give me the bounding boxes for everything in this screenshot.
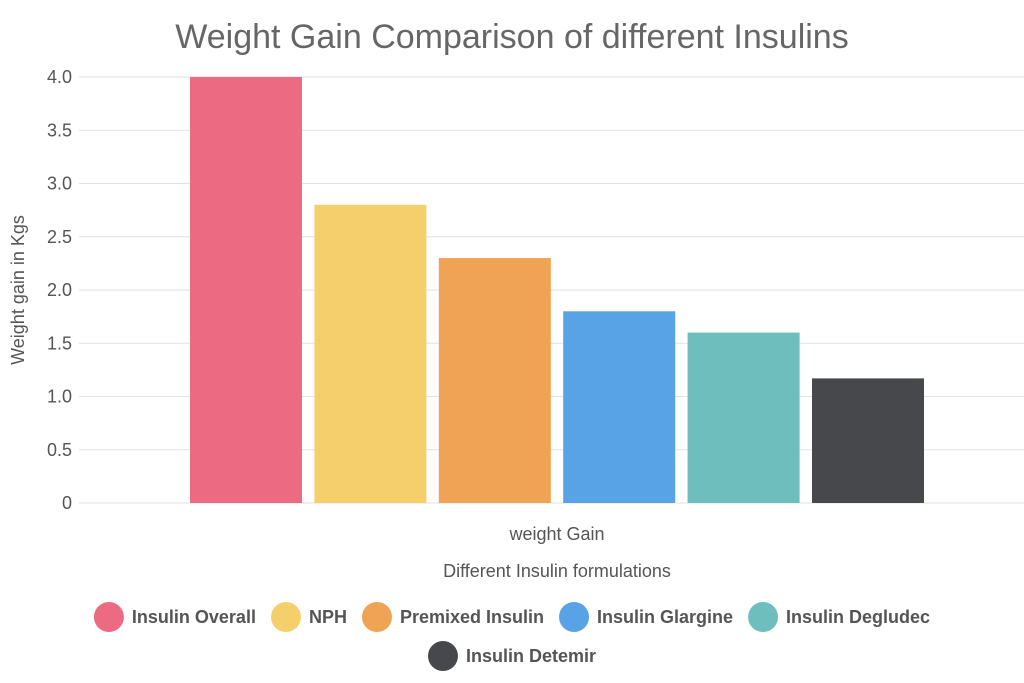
y-tick-label: 1.0 (47, 387, 72, 407)
legend-swatch (270, 602, 301, 632)
legend-label: Insulin Overall (132, 607, 256, 627)
y-axis-title: Weight gain in Kgs (8, 215, 28, 365)
legend-swatch (559, 602, 590, 632)
legend-label: NPH (309, 607, 347, 627)
legend-label: Insulin Glargine (597, 607, 733, 627)
legend-item-insulin-overall[interactable]: Insulin Overall (93, 602, 256, 632)
y-tick-label: 0.5 (47, 440, 72, 460)
legend-swatch (748, 602, 779, 632)
legend-swatch (427, 641, 458, 671)
bars (190, 77, 924, 504)
bar-insulin-detemir[interactable] (812, 378, 924, 503)
y-tick-label: 3.5 (47, 120, 72, 140)
bar-insulin-degludec[interactable] (687, 332, 800, 503)
bar-insulin-overall[interactable] (190, 77, 302, 503)
legend-item-insulin-degludec[interactable]: Insulin Degludec (748, 602, 930, 632)
legend-swatch (361, 602, 392, 632)
legend-item-insulin-glargine[interactable]: Insulin Glargine (559, 602, 733, 632)
bar-nph[interactable] (314, 204, 427, 504)
legend-item-premixed-insulin[interactable]: Premixed Insulin (361, 602, 544, 632)
y-tick-label: 1.5 (47, 333, 72, 353)
legend-label: Insulin Detemir (466, 646, 596, 666)
y-axis-ticks: 0 0.5 1.0 1.5 2.0 2.5 3.0 3.5 4.0 (47, 67, 72, 513)
legend-swatch (93, 602, 124, 632)
y-tick-label: 4.0 (47, 67, 72, 87)
x-category-label: weight Gain (508, 524, 604, 544)
y-tick-label: 2.0 (47, 280, 72, 300)
y-tick-label: 0 (62, 493, 72, 513)
chart-title: Weight Gain Comparison of different Insu… (175, 18, 848, 56)
legend-item-nph[interactable]: NPH (270, 602, 347, 632)
y-tick-label: 2.5 (47, 227, 72, 247)
legend-label: Premixed Insulin (400, 607, 544, 627)
bar-premixed-insulin[interactable] (438, 258, 551, 503)
x-axis-title: Different Insulin formulations (443, 561, 671, 581)
y-tick-label: 3.0 (47, 174, 72, 194)
legend: Insulin Overall NPH Premixed Insulin Insuli… (93, 602, 930, 671)
legend-item-insulin-detemir[interactable]: Insulin Detemir (427, 641, 596, 671)
legend-label: Insulin Degludec (786, 607, 930, 627)
bar-insulin-glargine[interactable] (563, 311, 676, 503)
